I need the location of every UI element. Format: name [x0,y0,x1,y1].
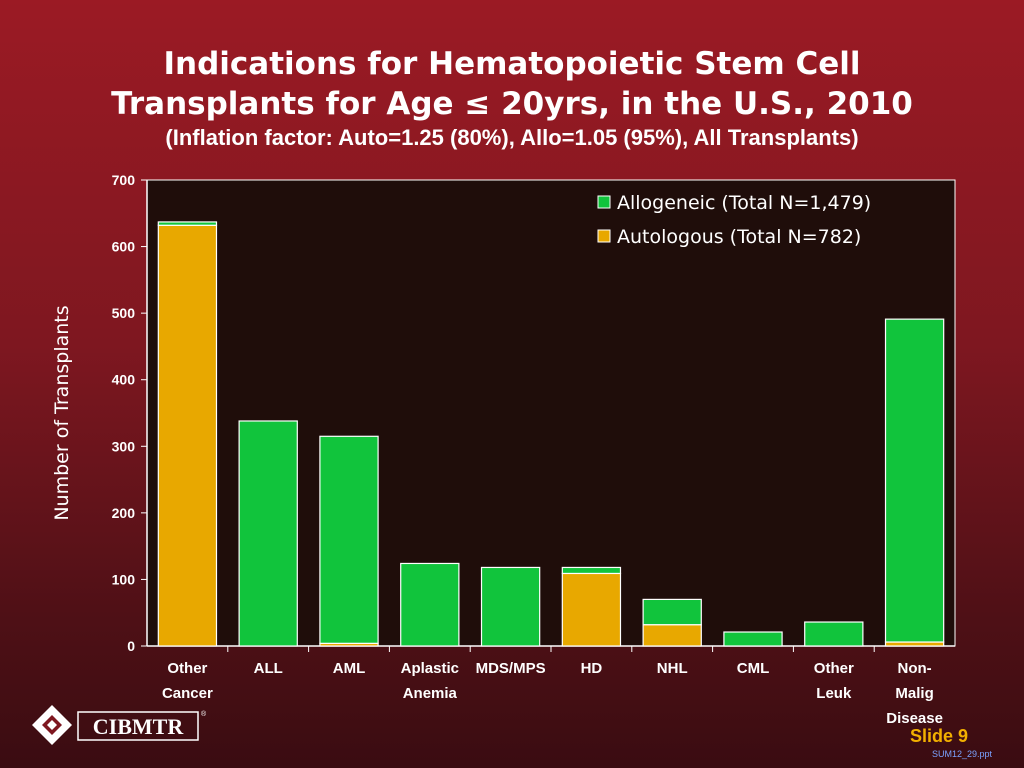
title-line-2: Transplants for Age ≤ 20yrs, in the U.S.… [111,86,913,122]
bar-segment-allogeneic [804,621,864,647]
bar-segment-allogeneic [723,631,783,647]
cibmtr-logo: CIBMTR ® [28,700,208,750]
bar-segment-allogeneic [400,562,460,647]
x-category-label: Other [814,660,854,677]
x-category-label: HD [581,660,603,677]
x-category-label: Disease [886,710,943,727]
slide-title: Indications for Hematopoietic Stem Cell … [0,44,1024,124]
y-tick-label: 700 [112,172,136,188]
y-tick-label: 300 [112,438,136,454]
x-category-label: Non- [898,660,932,677]
bar-segment-allogeneic [238,420,298,647]
legend-label: Autologous (Total N=782) [617,226,861,248]
y-tick-label: 400 [112,372,136,388]
bar-segment-autologous [561,572,622,647]
x-category-label: Cancer [162,685,213,702]
x-category-label: Malig [895,685,933,702]
bar-segment-autologous [157,224,218,647]
y-tick-label: 100 [112,571,136,587]
bar-segment-allogeneic [157,221,218,226]
legend-label: Allogeneic (Total N=1,479) [617,192,871,214]
slide-subtitle: (Inflation factor: Auto=1.25 (80%), Allo… [165,125,859,150]
y-tick-label: 500 [112,305,136,321]
legend-swatch [597,229,611,243]
file-reference: SUM12_29.ppt [932,749,993,759]
bar-segment-allogeneic [480,566,541,647]
y-tick-label: 600 [112,239,136,255]
x-category-label: AML [333,660,366,677]
x-category-label: NHL [657,660,688,677]
bar-segment-autologous [642,624,702,647]
title-line-1: Indications for Hematopoietic Stem Cell [163,46,861,82]
x-category-label: Aplastic [401,660,459,677]
x-category-label: Leuk [816,685,852,702]
x-category-label: ALL [254,660,283,677]
y-tick-label: 0 [127,638,135,654]
bar-segment-allogeneic [884,318,945,643]
logo-registered-mark: ® [201,710,207,718]
bar-segment-allogeneic [319,435,379,644]
bar-segment-allogeneic [642,598,702,626]
cibmtr-logo-mark: CIBMTR ® [32,705,207,745]
legend-swatch [597,195,611,209]
slide-number: Slide 9 [910,726,969,746]
y-tick-label: 200 [112,505,136,521]
x-category-label: CML [737,660,770,677]
logo-text: CIBMTR [93,714,185,739]
x-category-label: Anemia [403,685,458,702]
bar-segment-allogeneic [561,566,622,575]
x-category-label: MDS/MPS [476,660,546,677]
y-axis-label: Number of Transplants [51,305,73,520]
x-category-label: Other [167,660,207,677]
